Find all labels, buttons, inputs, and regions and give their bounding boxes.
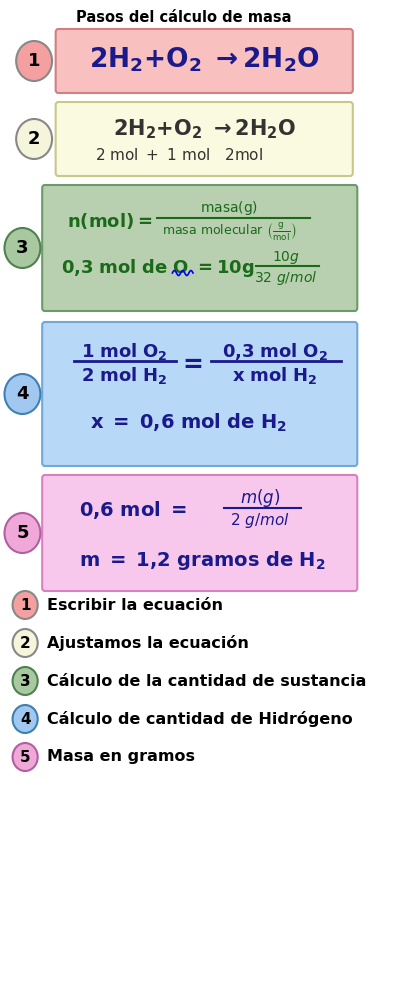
Text: 3: 3 [16, 239, 29, 257]
Circle shape [16, 119, 52, 159]
Text: 4: 4 [20, 712, 30, 726]
Text: 5: 5 [20, 750, 30, 764]
Text: Ajustamos la ecuación: Ajustamos la ecuación [47, 635, 248, 651]
Text: $\mathbf{2H_2{+}O_2\ {\rightarrow}2H_2O}$: $\mathbf{2H_2{+}O_2\ {\rightarrow}2H_2O}… [89, 46, 319, 74]
Text: $\mathbf{1\ mol\ O_2}$: $\mathbf{1\ mol\ O_2}$ [80, 340, 167, 361]
Text: $\mathbf{0{,}3\ mol\ de\ O\ {=}10g}$: $\mathbf{0{,}3\ mol\ de\ O\ {=}10g}$ [61, 257, 254, 279]
Text: 1: 1 [28, 52, 40, 70]
Text: $\mathbf{2\ mol\ H_2}$: $\mathbf{2\ mol\ H_2}$ [81, 364, 167, 385]
Circle shape [13, 629, 38, 657]
FancyBboxPatch shape [56, 29, 352, 93]
Circle shape [4, 513, 40, 553]
Text: $\mathbf{0{,}6\ mol\ =}$: $\mathbf{0{,}6\ mol\ =}$ [79, 499, 187, 521]
Text: 2: 2 [20, 636, 30, 650]
Circle shape [16, 41, 52, 81]
FancyBboxPatch shape [42, 322, 356, 466]
Circle shape [13, 705, 38, 733]
Text: Escribir la ecuación: Escribir la ecuación [47, 597, 222, 612]
Text: $\mathbf{m\ =\ 1{,}2\ gramos\ de\ H_2}$: $\mathbf{m\ =\ 1{,}2\ gramos\ de\ H_2}$ [79, 548, 325, 572]
Text: Pasos del cálculo de masa: Pasos del cálculo de masa [76, 10, 291, 25]
Text: Masa en gramos: Masa en gramos [47, 750, 194, 764]
Text: $\mathrm{2\ mol\ +\ 1\ mol\quad 2mol}$: $\mathrm{2\ mol\ +\ 1\ mol\quad 2mol}$ [95, 147, 263, 163]
Text: 4: 4 [16, 385, 29, 403]
Text: 5: 5 [16, 524, 29, 542]
Text: $\mathbf{0{,}3\ mol\ O_2}$: $\mathbf{0{,}3\ mol\ O_2}$ [221, 340, 327, 361]
Circle shape [13, 591, 38, 619]
Text: $\mathrm{masa\ molecular\ \left(\frac{g}{mol}\right)}$: $\mathrm{masa\ molecular\ \left(\frac{g}… [161, 221, 295, 243]
Text: 2: 2 [28, 130, 40, 148]
Text: $\mathbf{x\ =\ 0{,}6\ mol\ de\ H_2}$: $\mathbf{x\ =\ 0{,}6\ mol\ de\ H_2}$ [90, 412, 286, 434]
Text: 1: 1 [20, 597, 30, 612]
FancyBboxPatch shape [42, 475, 356, 591]
Text: $\mathit{10g}$: $\mathit{10g}$ [271, 248, 299, 265]
Circle shape [13, 743, 38, 771]
Text: $\mathbf{n(mol){=}}$: $\mathbf{n(mol){=}}$ [67, 211, 152, 231]
Text: 3: 3 [20, 674, 30, 688]
FancyBboxPatch shape [56, 102, 352, 176]
Text: Cálculo de la cantidad de sustancia: Cálculo de la cantidad de sustancia [47, 674, 365, 688]
Text: $\mathit{32\ g/mol}$: $\mathit{32\ g/mol}$ [253, 269, 317, 287]
Circle shape [4, 228, 40, 268]
Text: $\mathrm{masa(g)}$: $\mathrm{masa(g)}$ [199, 199, 257, 217]
FancyBboxPatch shape [42, 185, 356, 311]
Text: $\mathbf{=}$: $\mathbf{=}$ [178, 351, 202, 375]
Text: $\mathbf{2H_2{+}O_2\ {\rightarrow}2H_2O}$: $\mathbf{2H_2{+}O_2\ {\rightarrow}2H_2O}… [113, 117, 296, 141]
Text: $\mathit{m(g)}$: $\mathit{m(g)}$ [240, 487, 280, 509]
Circle shape [13, 667, 38, 695]
Text: $\mathbf{x\ mol\ H_2}$: $\mathbf{x\ mol\ H_2}$ [231, 364, 317, 385]
Circle shape [4, 374, 40, 414]
Text: $\mathit{2\ g/mol}$: $\mathit{2\ g/mol}$ [230, 512, 290, 530]
Text: Cálculo de cantidad de Hidrógeno: Cálculo de cantidad de Hidrógeno [47, 711, 352, 727]
